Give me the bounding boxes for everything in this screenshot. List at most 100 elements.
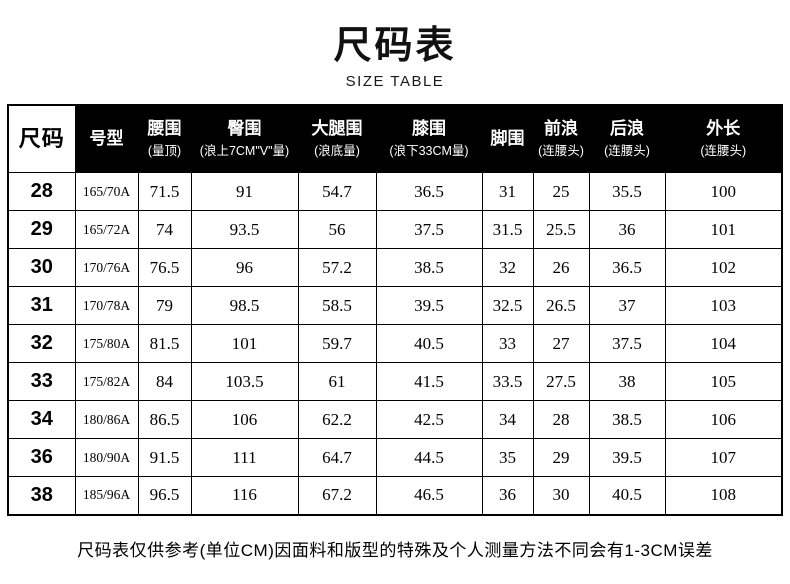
value-cell: 27.5: [532, 362, 590, 401]
value-cell: 102: [664, 248, 783, 287]
table-footnote: 尺码表仅供参考(单位CM)因面料和版型的特殊及个人测量方法不同会有1-3CM误差: [77, 540, 713, 560]
header-main-label: 外长: [706, 119, 741, 138]
value-cell: 71.5: [137, 172, 192, 211]
value-cell: 74: [137, 210, 192, 249]
table-row: 32 175/80A 81.5 101 59.7 40.5 33 27 37.5 104: [7, 324, 783, 363]
value-cell: 44.5: [375, 438, 483, 477]
table-row: 36 180/90A 91.5 111 64.7 44.5 35 29 39.5 107: [7, 438, 783, 477]
value-cell: 41.5: [375, 362, 483, 401]
value-cell: 107: [664, 438, 783, 477]
value-cell: 116: [190, 476, 299, 515]
header-sub-label: (连腰头): [538, 144, 584, 158]
value-cell: 96: [190, 248, 299, 287]
header-cell: 脚围: [481, 104, 534, 173]
value-cell: 28: [532, 400, 590, 439]
value-cell: 38: [588, 362, 666, 401]
header-cell: 号型: [74, 104, 139, 173]
value-cell: 32: [481, 248, 534, 287]
value-cell: 76.5: [137, 248, 192, 287]
value-cell: 25: [532, 172, 590, 211]
size-cell: 28: [7, 172, 76, 211]
value-cell: 40.5: [375, 324, 483, 363]
value-cell: 25.5: [532, 210, 590, 249]
value-cell: 38.5: [588, 400, 666, 439]
header-cell: 后浪 (连腰头): [588, 104, 666, 173]
header-sub-label: (连腰头): [604, 144, 650, 158]
table-row: 31 170/78A 79 98.5 58.5 39.5 32.5 26.5 37 103: [7, 286, 783, 325]
value-cell: 39.5: [375, 286, 483, 325]
size-table: 尺码 号型 腰围 (量顶) 臀围 (浪上7CM"V"量) 大腿围 (浪底量) 膝围 (浪下33CM…: [7, 104, 783, 516]
value-cell: 91.5: [137, 438, 192, 477]
size-cell: 29: [7, 210, 76, 249]
value-cell: 36.5: [588, 248, 666, 287]
header-row: 尺码 号型 腰围 (量顶) 臀围 (浪上7CM"V"量) 大腿围 (浪底量) 膝围 (浪下33CM…: [7, 104, 783, 173]
value-cell: 96.5: [137, 476, 192, 515]
value-cell: 54.7: [297, 172, 377, 211]
value-cell: 67.2: [297, 476, 377, 515]
header-main-label: 臀围: [227, 119, 262, 138]
value-cell: 103.5: [190, 362, 299, 401]
value-cell: 39.5: [588, 438, 666, 477]
size-cell: 38: [7, 476, 76, 515]
header-main-label: 后浪: [610, 119, 644, 138]
header-cell: 前浪 (连腰头): [532, 104, 590, 173]
model-cell: 170/78A: [74, 286, 139, 325]
value-cell: 37.5: [588, 324, 666, 363]
value-cell: 40.5: [588, 476, 666, 515]
value-cell: 38.5: [375, 248, 483, 287]
header-sub-label: (量顶): [147, 144, 182, 158]
value-cell: 33.5: [481, 362, 534, 401]
value-cell: 32.5: [481, 286, 534, 325]
value-cell: 106: [190, 400, 299, 439]
value-cell: 35.5: [588, 172, 666, 211]
size-cell: 31: [7, 286, 76, 325]
header-sub-label: (浪下33CM量): [389, 144, 469, 158]
model-cell: 175/80A: [74, 324, 139, 363]
value-cell: 84: [137, 362, 192, 401]
value-cell: 31.5: [481, 210, 534, 249]
value-cell: 91: [190, 172, 299, 211]
page-subtitle: SIZE TABLE: [345, 73, 445, 90]
value-cell: 108: [664, 476, 783, 515]
size-cell: 34: [7, 400, 76, 439]
value-cell: 36: [481, 476, 534, 515]
value-cell: 56: [297, 210, 377, 249]
header-sub-label: (浪上7CM"V"量): [199, 144, 290, 158]
value-cell: 98.5: [190, 286, 299, 325]
value-cell: 26.5: [532, 286, 590, 325]
value-cell: 46.5: [375, 476, 483, 515]
table-row: 30 170/76A 76.5 96 57.2 38.5 32 26 36.5 102: [7, 248, 783, 287]
table-row: 29 165/72A 74 93.5 56 37.5 31.5 25.5 36 101: [7, 210, 783, 249]
table-row: 34 180/86A 86.5 106 62.2 42.5 34 28 38.5 106: [7, 400, 783, 439]
value-cell: 26: [532, 248, 590, 287]
page-title: 尺码表: [333, 25, 457, 67]
value-cell: 29: [532, 438, 590, 477]
header-cell: 大腿围 (浪底量): [297, 104, 377, 173]
header-main-label: 大腿围: [311, 119, 363, 138]
model-cell: 185/96A: [74, 476, 139, 515]
value-cell: 34: [481, 400, 534, 439]
value-cell: 57.2: [297, 248, 377, 287]
model-cell: 170/76A: [74, 248, 139, 287]
size-cell: 33: [7, 362, 76, 401]
table-row: 33 175/82A 84 103.5 61 41.5 33.5 27.5 38 105: [7, 362, 783, 401]
model-cell: 165/70A: [74, 172, 139, 211]
header-main-label: 膝围: [412, 119, 446, 138]
value-cell: 58.5: [297, 286, 377, 325]
size-cell: 32: [7, 324, 76, 363]
value-cell: 93.5: [190, 210, 299, 249]
value-cell: 62.2: [297, 400, 377, 439]
value-cell: 64.7: [297, 438, 377, 477]
header-cell-size: 尺码: [7, 104, 76, 173]
model-cell: 180/86A: [74, 400, 139, 439]
header-main-label: 尺码: [18, 126, 65, 151]
size-cell: 30: [7, 248, 76, 287]
model-cell: 180/90A: [74, 438, 139, 477]
value-cell: 101: [664, 210, 783, 249]
value-cell: 105: [664, 362, 783, 401]
value-cell: 42.5: [375, 400, 483, 439]
value-cell: 101: [190, 324, 299, 363]
header-cell: 外长 (连腰头): [664, 104, 783, 173]
model-cell: 165/72A: [74, 210, 139, 249]
